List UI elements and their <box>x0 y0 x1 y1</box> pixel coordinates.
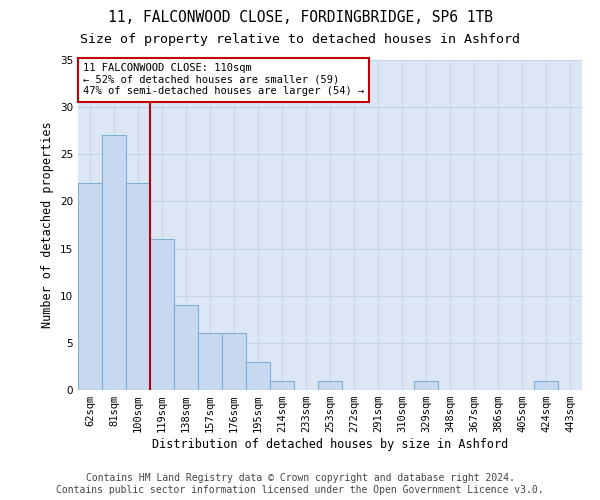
Bar <box>78 182 102 390</box>
Bar <box>246 362 270 390</box>
Bar <box>174 305 198 390</box>
Text: Contains HM Land Registry data © Crown copyright and database right 2024.
Contai: Contains HM Land Registry data © Crown c… <box>56 474 544 495</box>
Bar <box>102 136 126 390</box>
Text: 11 FALCONWOOD CLOSE: 110sqm
← 52% of detached houses are smaller (59)
47% of sem: 11 FALCONWOOD CLOSE: 110sqm ← 52% of det… <box>83 64 364 96</box>
Bar <box>150 239 174 390</box>
Bar <box>414 380 438 390</box>
Bar <box>534 380 558 390</box>
Text: Size of property relative to detached houses in Ashford: Size of property relative to detached ho… <box>80 32 520 46</box>
Bar <box>318 380 342 390</box>
Bar <box>198 334 222 390</box>
X-axis label: Distribution of detached houses by size in Ashford: Distribution of detached houses by size … <box>152 438 508 451</box>
Bar <box>222 334 246 390</box>
Bar <box>126 182 150 390</box>
Text: 11, FALCONWOOD CLOSE, FORDINGBRIDGE, SP6 1TB: 11, FALCONWOOD CLOSE, FORDINGBRIDGE, SP6… <box>107 10 493 25</box>
Y-axis label: Number of detached properties: Number of detached properties <box>41 122 55 328</box>
Bar <box>270 380 294 390</box>
